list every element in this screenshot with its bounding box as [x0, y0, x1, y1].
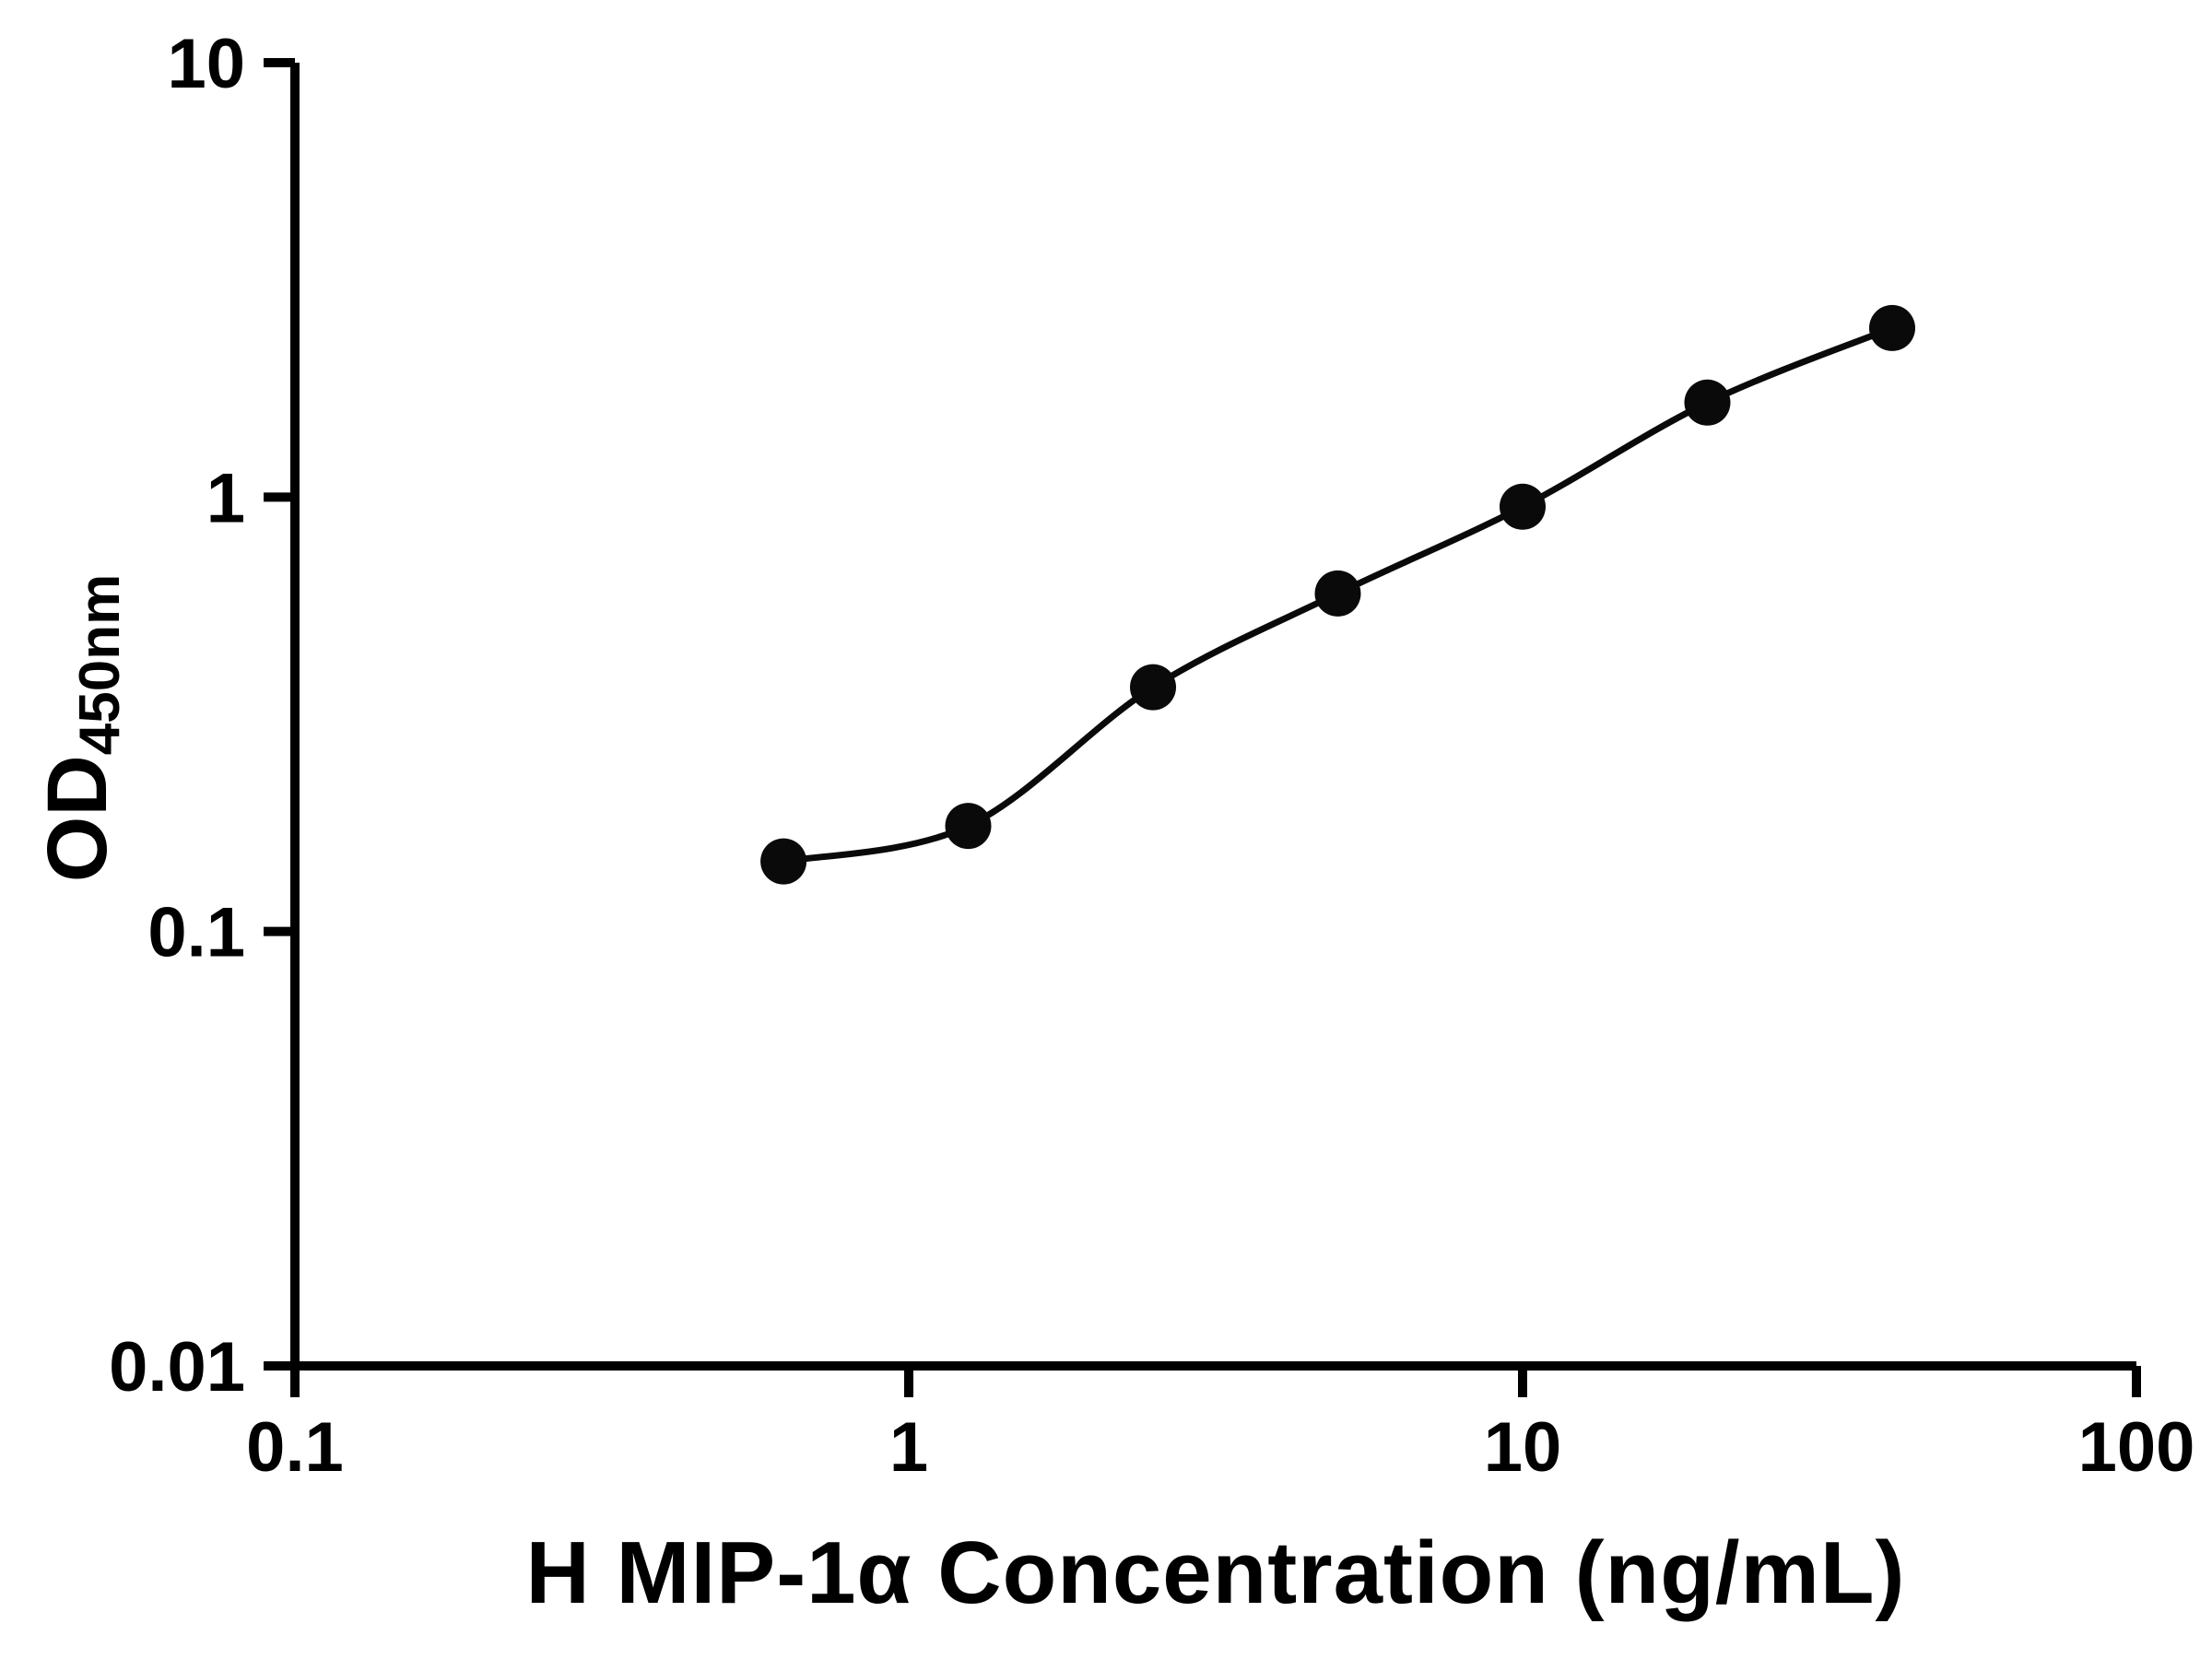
axis-lines: [290, 63, 2136, 1371]
y-axis-tick-label: 0.01: [109, 1328, 245, 1406]
data-point: [945, 803, 992, 850]
x-axis-tick-label: 10: [1484, 1408, 1562, 1487]
data-point: [1130, 664, 1176, 711]
x-axis-tick-label: 1: [889, 1408, 928, 1487]
y-axis-tick-label: 0.1: [147, 894, 245, 972]
data-point: [760, 838, 807, 885]
data-point: [1869, 304, 1915, 351]
x-axis-title: H MIP-1α Concentration (ng/mL): [525, 1524, 1906, 1622]
y-axis-tick-label: 1: [206, 459, 245, 537]
x-axis-tick-label: 100: [2078, 1408, 2195, 1487]
y-axis-tick-label: 10: [167, 25, 245, 103]
data-point: [1314, 570, 1361, 617]
x-axis-tick-label: 0.1: [246, 1408, 344, 1487]
data-point: [1684, 379, 1731, 426]
data-point: [1500, 483, 1546, 530]
y-axis-title-sub: 450nm: [68, 573, 132, 756]
y-axis-title-main: OD: [30, 755, 124, 883]
y-axis-title: OD450nm: [29, 574, 133, 882]
